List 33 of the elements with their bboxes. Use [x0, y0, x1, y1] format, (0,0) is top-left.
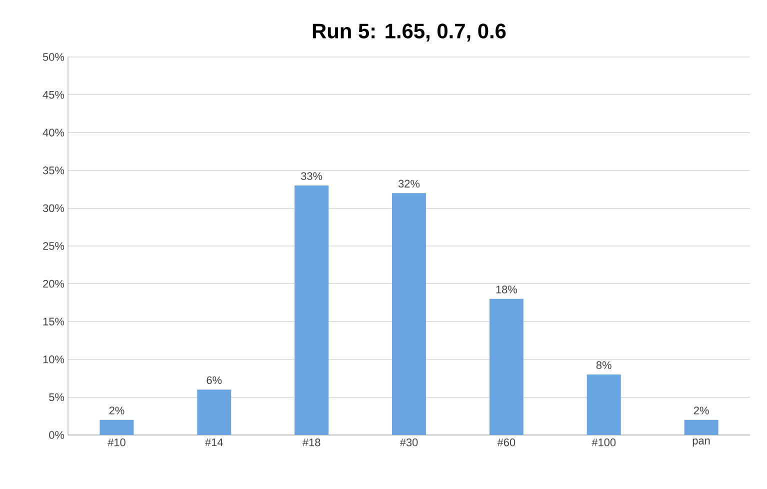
y-tick-label: 45%: [42, 90, 64, 99]
y-tick-label: 20%: [43, 280, 64, 288]
data-label: 32%: [398, 180, 420, 188]
y-tick-label: 5%: [49, 393, 64, 402]
y-tick-label: 10%: [43, 356, 64, 364]
y-tick-label: 0%: [49, 431, 64, 439]
y-tick-label: 35%: [42, 166, 64, 174]
x-tick-label: #60: [497, 438, 516, 446]
bar: [586, 374, 621, 435]
y-tick-label: 30%: [42, 204, 64, 212]
bar: [197, 390, 232, 435]
chart-title: Run 5: 1.65, 0.7, 0.6: [312, 24, 506, 42]
bar: [684, 420, 718, 435]
data-label: 2%: [109, 406, 124, 414]
x-tick-label: #30: [400, 438, 418, 446]
bar: [392, 193, 426, 435]
bar: [489, 298, 524, 435]
data-label: 2%: [694, 406, 709, 414]
x-tick-label: #100: [592, 438, 616, 446]
y-tick-label: 25%: [43, 242, 64, 250]
bar: [100, 420, 134, 435]
data-label: 6%: [206, 376, 222, 384]
x-tick-label: #14: [205, 438, 223, 446]
y-tick-label: 50%: [42, 53, 64, 61]
data-label: 8%: [596, 361, 612, 369]
y-tick-label: 15%: [43, 318, 64, 326]
data-label: 33%: [301, 172, 322, 180]
x-tick-label: #10: [108, 438, 126, 446]
bar: [294, 186, 329, 435]
x-tick-label: #18: [302, 438, 320, 446]
y-tick-label: 40%: [42, 128, 64, 136]
data-label: 18%: [496, 286, 517, 294]
x-tick-label: pan: [692, 438, 710, 447]
